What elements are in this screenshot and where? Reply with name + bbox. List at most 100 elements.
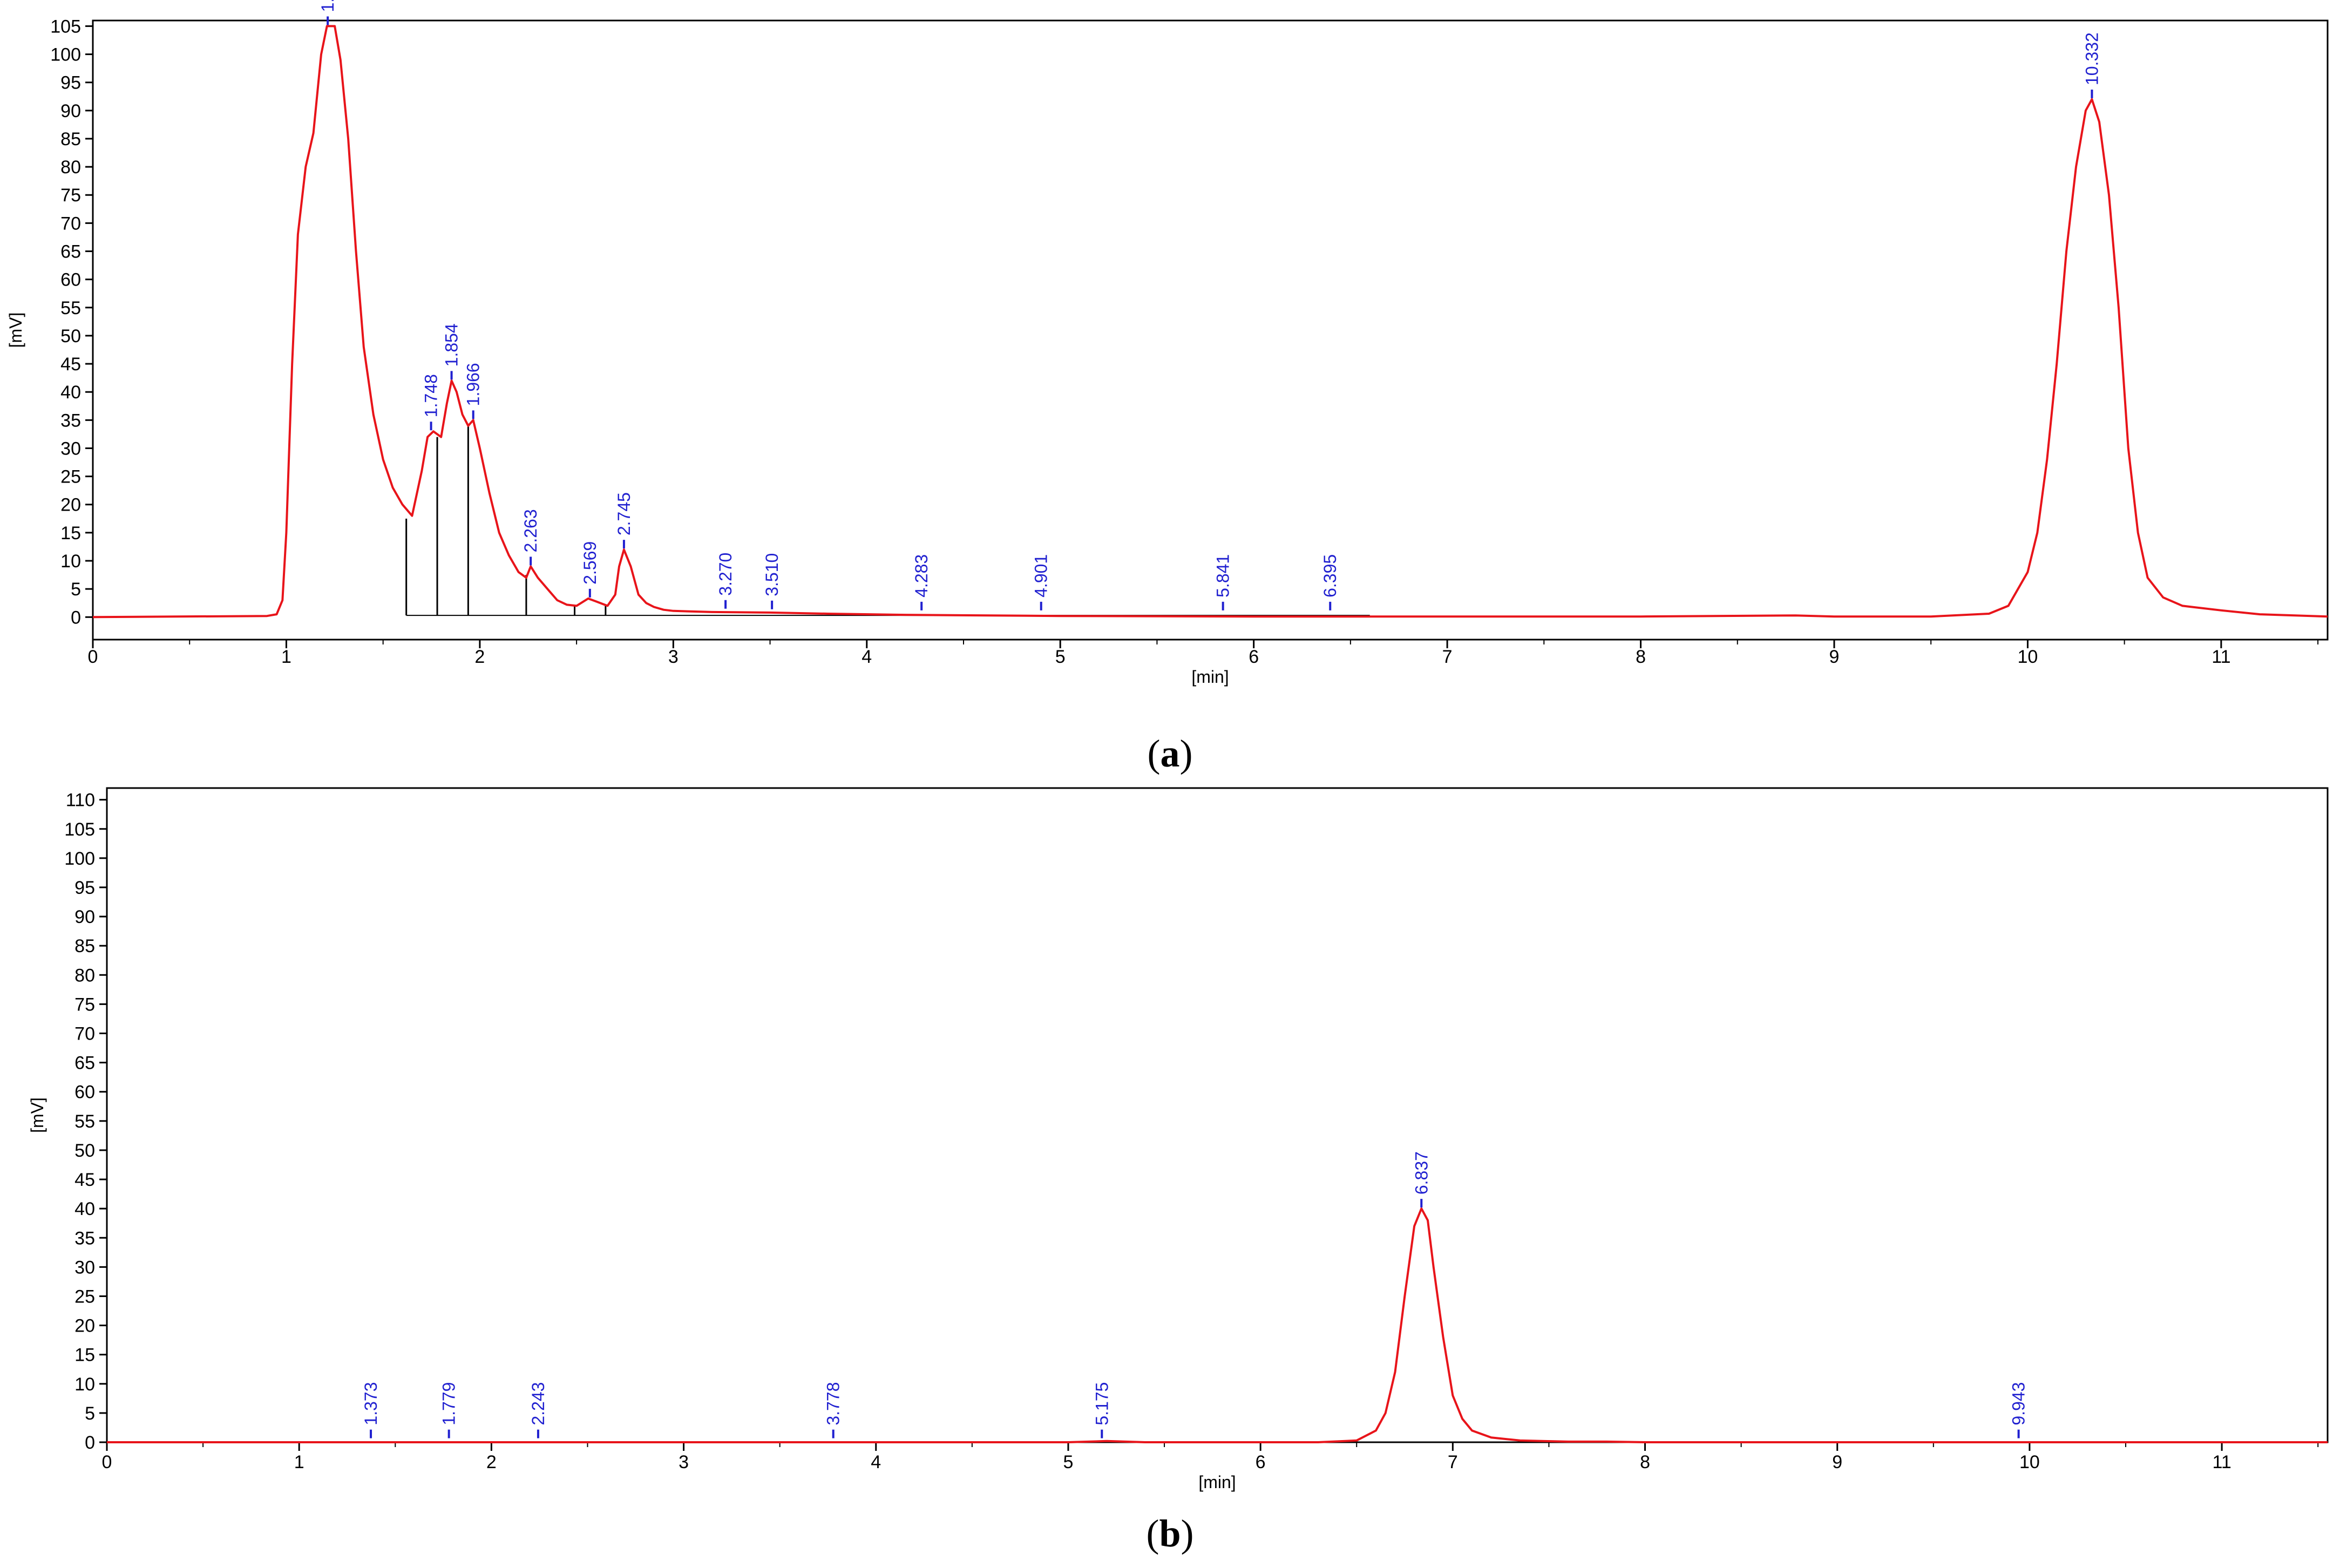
y-tick-label-b: 80 [74,965,95,986]
x-tick-label-b: 2 [486,1452,497,1472]
y-tick-label-b: 25 [74,1286,95,1307]
peak-label-a: 4.901 [1032,554,1051,598]
y-axis-label-a: [mV] [6,313,25,348]
x-tick-label-a: 10 [2018,647,2038,667]
peak-label-a: 2.745 [614,492,634,535]
peak-label-b: 6.837 [1412,1151,1431,1194]
peak-label-b: 1.373 [361,1382,381,1426]
y-tick-label-b: 45 [74,1170,95,1190]
y-tick-label-a: 90 [60,101,81,121]
chart-panel-a: 0510152025303540455055606570758085909510… [6,0,2329,687]
panel-caption-a: (a) [1147,732,1193,775]
y-tick-label-a: 20 [60,495,81,515]
y-tick-label-b: 55 [74,1111,95,1132]
y-tick-label-a: 30 [60,438,81,459]
x-tick-label-a: 4 [862,647,872,667]
y-tick-label-a: 40 [60,382,81,403]
x-tick-label-a: 7 [1442,647,1453,667]
x-tick-label-a: 11 [2212,647,2230,667]
peak-label-a: 4.283 [912,554,931,598]
y-tick-label-a: 75 [60,185,81,206]
x-axis-label-b: [min] [1198,1472,1236,1492]
y-tick-label-a: 100 [50,45,81,65]
y-tick-label-b: 20 [74,1316,95,1336]
peak-label-a: 1.966 [464,363,483,406]
chromatogram-trace-a [92,25,2328,619]
y-tick-label-b: 15 [74,1345,95,1366]
y-tick-label-b: 105 [64,819,95,840]
peak-label-a: 10.332 [2082,32,2101,85]
x-tick-label-a: 1 [281,647,291,667]
x-tick-label-b: 6 [1256,1452,1266,1472]
y-tick-label-a: 50 [60,326,81,347]
y-tick-label-a: 65 [60,242,81,262]
y-tick-label-b: 75 [74,994,95,1015]
y-tick-label-a: 105 [50,16,81,37]
x-tick-label-a: 8 [1636,647,1646,667]
x-tick-label-a: 9 [1829,647,1840,667]
peak-label-a: 3.270 [716,553,735,596]
plot-frame-b [106,787,2329,1443]
peak-label-a: 6.395 [1320,554,1340,598]
y-axis-label-b: [mV] [28,1097,47,1133]
panel-label-b: b [1159,1512,1181,1555]
peak-label-a: 2.569 [580,541,600,585]
peak-label-a: 2.263 [521,509,540,552]
y-tick-label-b: 90 [74,907,95,927]
x-tick-label-b: 1 [294,1452,304,1472]
y-tick-label-b: 100 [64,849,95,869]
y-tick-label-b: 110 [66,790,95,811]
y-tick-label-b: 60 [74,1082,95,1103]
x-tick-label-b: 4 [871,1452,881,1472]
chart-panel-b: 0510152025303540455055606570758085909510… [28,787,2329,1492]
peak-label-a: 1.214 [318,0,337,12]
x-tick-label-b: 8 [1640,1452,1650,1472]
y-tick-label-b: 40 [74,1199,95,1219]
y-tick-label-a: 45 [60,354,81,375]
chromatogram-trace-b [107,1207,2328,1443]
y-tick-label-b: 85 [74,936,95,956]
y-tick-label-a: 0 [71,607,81,628]
x-tick-label-b: 11 [2212,1452,2231,1472]
y-tick-label-b: 5 [85,1403,95,1424]
x-tick-label-b: 7 [1448,1452,1458,1472]
y-tick-label-a: 60 [60,270,81,290]
y-tick-label-a: 15 [60,523,81,544]
panel-label-a: a [1160,732,1180,775]
peak-label-a: 1.748 [422,374,441,417]
y-tick-label-b: 0 [85,1433,95,1453]
x-tick-label-b: 5 [1063,1452,1073,1472]
peak-label-b: 5.175 [1092,1382,1111,1426]
peak-label-a: 1.854 [442,323,462,366]
y-tick-label-a: 55 [60,298,81,318]
peak-label-b: 1.779 [439,1382,459,1426]
x-tick-label-a: 5 [1055,647,1066,667]
y-tick-label-b: 10 [74,1374,95,1395]
y-tick-label-b: 70 [74,1024,95,1044]
peak-label-a: 5.841 [1213,554,1233,598]
x-axis-label-a: [min] [1191,667,1229,687]
x-tick-label-a: 2 [474,647,485,667]
x-tick-label-b: 0 [102,1452,112,1472]
x-tick-label-a: 0 [88,647,98,667]
y-tick-label-a: 95 [60,73,81,93]
x-tick-label-a: 3 [668,647,679,667]
y-tick-label-a: 10 [60,551,81,572]
peak-label-a: 3.510 [762,553,782,596]
x-tick-label-a: 6 [1249,647,1259,667]
y-tick-label-b: 35 [74,1228,95,1248]
y-tick-label-b: 65 [74,1053,95,1074]
y-tick-label-a: 85 [60,129,81,150]
y-tick-label-a: 5 [71,579,81,600]
peak-label-b: 3.778 [824,1382,843,1426]
y-tick-label-a: 25 [60,467,81,487]
peak-label-b: 2.243 [528,1382,548,1426]
y-tick-label-a: 70 [60,213,81,234]
y-tick-label-a: 80 [60,157,81,178]
y-tick-label-b: 30 [74,1257,95,1278]
y-tick-label-a: 35 [60,410,81,431]
x-tick-label-b: 10 [2019,1452,2040,1472]
y-tick-label-b: 50 [74,1141,95,1161]
panel-caption-b: (b) [1146,1512,1194,1555]
